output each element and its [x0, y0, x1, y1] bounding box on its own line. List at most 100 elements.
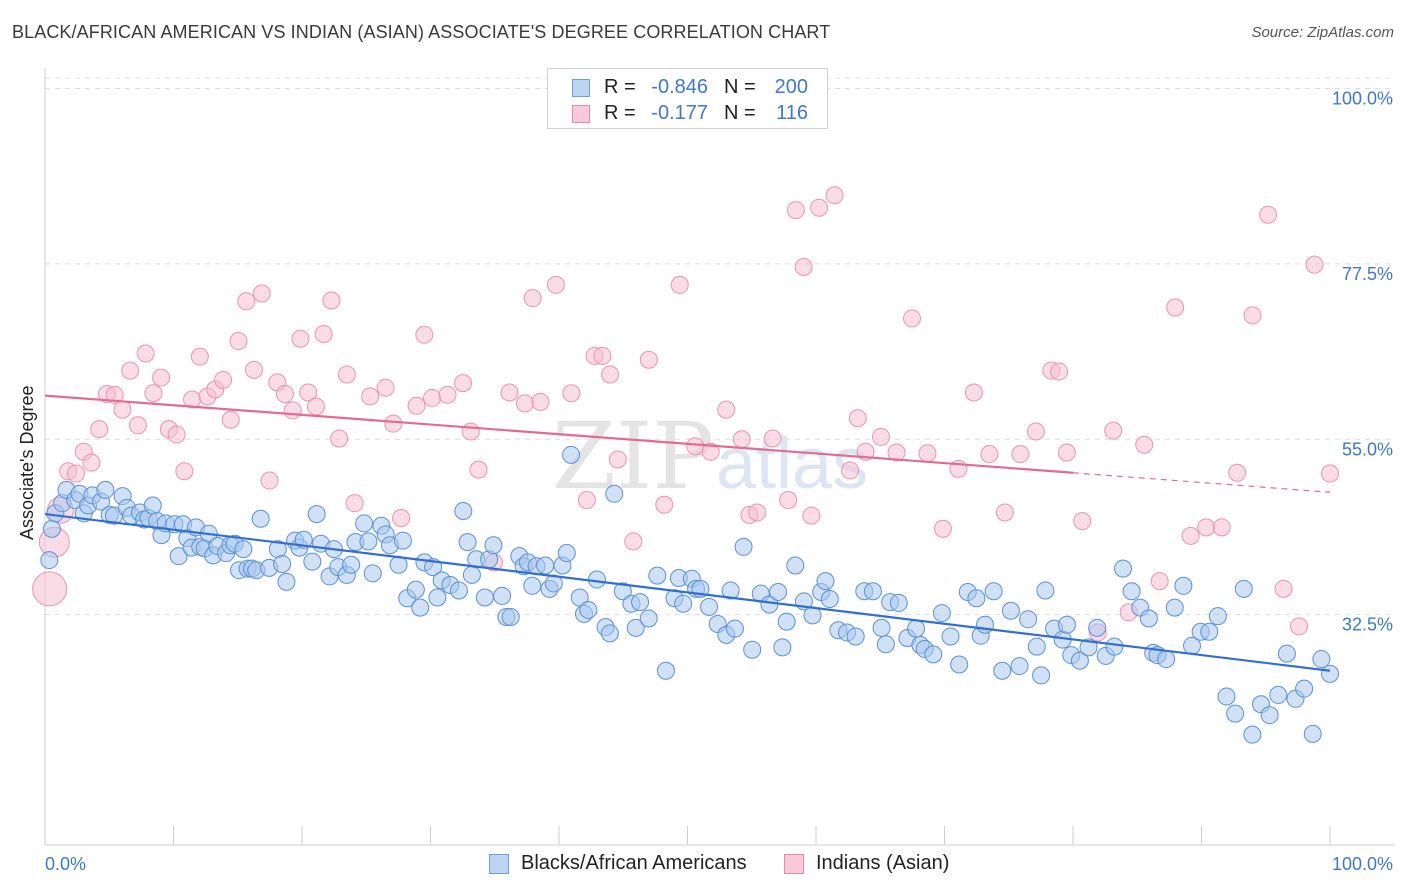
indian-point	[802, 506, 821, 525]
indian-point	[732, 430, 751, 449]
black-point	[251, 509, 270, 528]
black-point	[1114, 559, 1133, 578]
indian-point	[361, 387, 380, 406]
black-point	[626, 618, 645, 637]
black-point	[428, 588, 447, 607]
legend-r-label: R =	[604, 102, 642, 124]
indian-point	[82, 453, 101, 472]
indian-point	[454, 374, 473, 393]
black-point	[579, 600, 598, 619]
black-point	[277, 572, 296, 591]
black-point	[501, 607, 520, 626]
black-point	[1165, 598, 1184, 617]
indian-point	[469, 460, 488, 479]
indian-point	[1104, 421, 1123, 440]
indian-point	[786, 201, 805, 220]
indian-point	[717, 400, 736, 419]
black-point	[1105, 637, 1124, 656]
black-point	[1001, 601, 1020, 620]
black-point	[143, 496, 162, 515]
black-point	[458, 533, 477, 552]
black-point	[863, 582, 882, 601]
indian-point	[306, 397, 325, 416]
black-point	[169, 547, 188, 566]
indian-point	[167, 425, 186, 444]
indian-point	[330, 429, 349, 448]
indian-point	[1057, 443, 1076, 462]
black-point	[1070, 651, 1089, 670]
black-point	[1226, 704, 1245, 723]
black-point	[1303, 724, 1322, 743]
black-point	[993, 661, 1012, 680]
black-point	[631, 593, 650, 612]
indian-point	[1305, 255, 1324, 274]
black-point	[1321, 664, 1339, 683]
indian-point	[918, 444, 937, 463]
chart-source: Source: ZipAtlas.com	[1251, 24, 1394, 41]
indian-point	[136, 344, 155, 363]
trendline-blacks	[44, 512, 1331, 672]
y-axis-label: Associate's Degree	[17, 385, 37, 540]
legend-label-indians: Indians (Asian)	[816, 852, 950, 874]
black-point	[536, 556, 555, 575]
indian-point	[523, 289, 542, 308]
black-point	[1174, 576, 1193, 595]
tick-labels: 100.0% 77.5% 55.0% 32.5% 0.0% 100.0%	[45, 89, 1393, 875]
black-point	[777, 612, 796, 631]
black-point	[976, 615, 995, 634]
black-point	[889, 593, 908, 612]
indian-point	[1166, 298, 1185, 317]
indian-point	[152, 368, 171, 387]
black-point	[484, 536, 503, 555]
indian-point	[252, 284, 271, 303]
indian-point	[593, 346, 612, 365]
black-point	[674, 594, 693, 613]
trendlines	[44, 394, 1331, 672]
indian-point	[601, 365, 620, 384]
indian-point	[66, 464, 85, 483]
indian-point	[701, 442, 720, 461]
indian-point	[105, 385, 124, 404]
black-point	[1122, 582, 1141, 601]
black-point	[393, 531, 412, 550]
indian-point	[121, 361, 140, 380]
indian-point	[562, 384, 581, 403]
y-tick-label: 55.0%	[1342, 439, 1393, 459]
indian-point	[423, 388, 442, 407]
black-point	[462, 565, 481, 584]
trendline-indians	[44, 394, 1074, 474]
legend-label-blacks: Blacks/African Americans	[521, 852, 747, 874]
indian-point	[90, 420, 109, 439]
indian-point	[32, 571, 68, 607]
black-point	[600, 624, 619, 643]
indian-point	[322, 291, 341, 310]
black-point	[639, 609, 658, 628]
legend-swatch-pink	[784, 854, 804, 874]
black-point	[769, 583, 788, 602]
black-point	[355, 514, 374, 533]
trendline-indians-extension	[1072, 472, 1331, 493]
indian-point	[190, 347, 209, 366]
indian-point	[1050, 362, 1069, 381]
indian-point	[337, 365, 356, 384]
black-point	[1269, 685, 1288, 704]
indian-point	[376, 378, 395, 397]
indian-point	[438, 385, 457, 404]
indian-point	[1228, 463, 1247, 482]
black-point	[950, 655, 969, 674]
black-point	[411, 598, 430, 617]
indian-point	[1011, 445, 1030, 464]
black-point	[1079, 638, 1098, 657]
black-point	[876, 635, 895, 654]
black-point	[700, 597, 719, 616]
black-point	[605, 484, 624, 503]
indian-point	[515, 394, 534, 413]
indian-point	[1259, 205, 1278, 224]
indian-point	[260, 471, 279, 490]
indian-point	[345, 494, 364, 513]
indian-point	[1274, 579, 1293, 598]
axes	[44, 68, 1395, 846]
indian-point	[461, 422, 480, 441]
black-point	[562, 445, 581, 464]
indian-point	[291, 329, 310, 348]
